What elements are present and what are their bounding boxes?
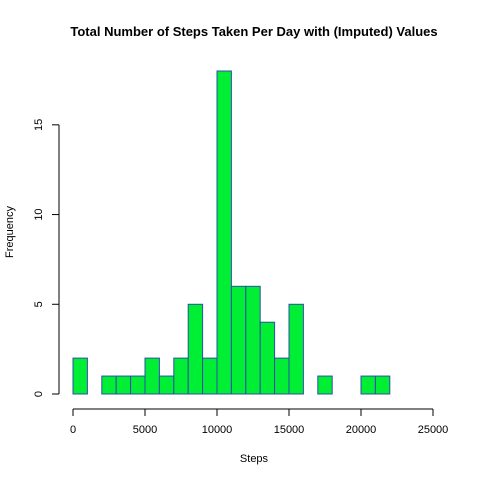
x-tick-label: 20000 <box>346 424 377 436</box>
x-tick-label: 25000 <box>418 424 449 436</box>
y-tick-label: 10 <box>33 208 45 220</box>
x-tick-label: 5000 <box>133 424 157 436</box>
histogram-bar <box>317 375 333 395</box>
histogram-bar <box>130 375 146 395</box>
histogram-bar <box>158 375 175 395</box>
y-axis: 0 5 10 15 <box>33 119 60 397</box>
x-tick-label: 10000 <box>202 424 233 436</box>
x-tick-label: 15000 <box>274 424 305 436</box>
chart-title: Total Number of Steps Taken Per Day with… <box>70 24 437 39</box>
histogram-bar <box>259 321 276 395</box>
histogram-bar <box>288 303 304 395</box>
histogram-bar <box>230 285 247 395</box>
histogram-bar <box>173 357 189 395</box>
bars-group <box>72 70 391 395</box>
x-axis: 0 5000 10000 15000 20000 25000 <box>70 408 449 436</box>
y-tick-label: 5 <box>33 301 45 307</box>
histogram-bar <box>144 357 160 395</box>
y-tick-label: 0 <box>33 391 45 397</box>
histogram-bar <box>187 303 204 395</box>
histogram-bar <box>115 375 132 395</box>
y-axis-label: Frequency <box>4 206 16 258</box>
histogram-bar <box>360 375 376 395</box>
histogram-bar <box>101 375 117 395</box>
histogram-bar <box>202 357 218 395</box>
histogram-bar <box>274 357 290 395</box>
histogram-bar <box>245 285 261 395</box>
histogram-bar <box>374 375 391 395</box>
y-tick-label: 15 <box>33 119 45 131</box>
histogram-bar <box>216 70 232 395</box>
x-tick-label: 0 <box>70 424 76 436</box>
x-axis-label: Steps <box>240 453 269 465</box>
histogram-bar <box>72 357 88 395</box>
